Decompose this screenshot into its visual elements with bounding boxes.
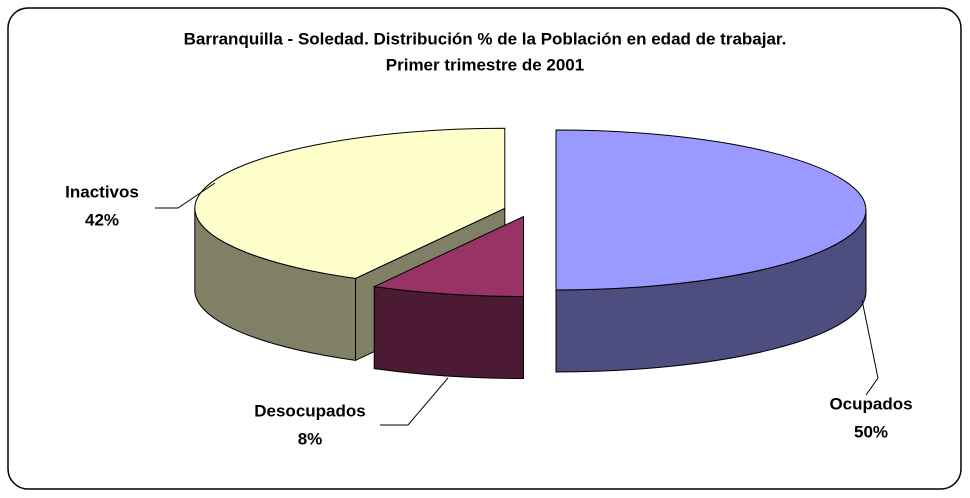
leader-line [380,377,449,426]
slice-top [372,215,525,298]
slice-top [555,129,867,291]
leader-line [861,299,879,396]
leader-line [155,182,216,209]
pie [194,127,867,380]
labels: Inactivos 42% Ocupados 50% Desocupados 8% [65,182,912,448]
slice-label: Desocupados [254,401,365,420]
chart-title: Barranquilla - Soledad. Distribución % d… [184,29,787,48]
slice-value-label: 42% [85,210,119,229]
slice-side [373,286,524,380]
slice-top [194,127,506,279]
slice-value-label: 8% [298,429,323,448]
slice-value-label: 50% [854,422,888,441]
chart-subtitle: Primer trimestre de 2001 [386,55,584,74]
slice-label: Ocupados [829,394,912,413]
slice-label: Inactivos [65,182,139,201]
